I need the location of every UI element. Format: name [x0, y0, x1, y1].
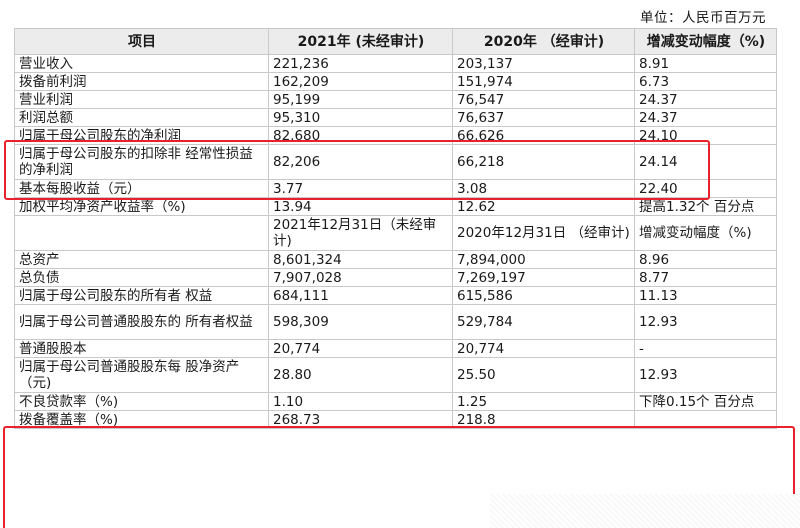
value-2021: 684,111	[268, 286, 453, 305]
value-change: 11.13	[634, 286, 777, 305]
table-row: 拨备覆盖率（%) 268.73 218.8	[14, 410, 777, 429]
obscured-region	[490, 494, 800, 528]
value-2021: 162,209	[268, 72, 453, 91]
row-label: 归属于母公司普通股股东每 股净资产（元)	[14, 357, 269, 393]
header-2021: 2021年 (未经审计)	[268, 28, 453, 55]
table-subheader-row: 2021年12月31日（未经审计) 2020年12月31日 （经审计) 增减变动…	[14, 215, 777, 251]
row-label: 归属于母公司股东的所有者 权益	[14, 286, 269, 305]
table-row: 归属于母公司股东的扣除非 经常性损益的净利润 82,206 66,218 24.…	[14, 144, 777, 180]
row-label: 不良贷款率（%)	[14, 392, 269, 411]
row-label: 归属于母公司股东的扣除非 经常性损益的净利润	[14, 144, 269, 180]
value-2020: 7,894,000	[452, 250, 635, 269]
value-change: 提高1.32个 百分点	[634, 197, 777, 216]
header-2020: 2020年 （经审计)	[452, 28, 635, 55]
row-label: 拨备前利润	[14, 72, 269, 91]
table-row: 拨备前利润 162,209 151,974 6.73	[14, 72, 777, 91]
value-2020: 615,586	[452, 286, 635, 305]
table-row: 归属于母公司股东的所有者 权益 684,111 615,586 11.13	[14, 286, 777, 305]
value-2021: 20,774	[268, 339, 453, 358]
table-header-row: 项目 2021年 (未经审计) 2020年 （经审计) 增减变动幅度（%)	[14, 28, 777, 55]
table-row: 营业收入 221,236 203,137 8.91	[14, 54, 777, 73]
table-row: 加权平均净资产收益率（%) 13.94 12.62 提高1.32个 百分点	[14, 197, 777, 216]
value-change: 24.37	[634, 108, 777, 127]
subheader-2020: 2020年12月31日 （经审计)	[452, 215, 635, 251]
financial-summary-table: 项目 2021年 (未经审计) 2020年 （经审计) 增减变动幅度（%) 营业…	[14, 28, 777, 429]
value-2021: 1.10	[268, 392, 453, 411]
value-2020: 1.25	[452, 392, 635, 411]
table-row: 总负债 7,907,028 7,269,197 8.77	[14, 268, 777, 287]
value-2021: 3.77	[268, 179, 453, 198]
value-change: 6.73	[634, 72, 777, 91]
row-label: 营业收入	[14, 54, 269, 73]
value-change: -	[634, 339, 777, 358]
table-row: 归属于母公司股东的净利润 82,680 66,626 24.10	[14, 126, 777, 145]
row-label: 利润总额	[14, 108, 269, 127]
table-row: 总资产 8,601,324 7,894,000 8.96	[14, 250, 777, 269]
row-label: 归属于母公司股东的净利润	[14, 126, 269, 145]
table-row: 利润总额 95,310 76,637 24.37	[14, 108, 777, 127]
value-change: 24.37	[634, 90, 777, 109]
value-2020: 203,137	[452, 54, 635, 73]
row-label: 加权平均净资产收益率（%)	[14, 197, 269, 216]
value-2020: 7,269,197	[452, 268, 635, 287]
value-2020: 218.8	[452, 410, 635, 429]
value-2021: 7,907,028	[268, 268, 453, 287]
table-row: 营业利润 95,199 76,547 24.37	[14, 90, 777, 109]
value-2021: 268.73	[268, 410, 453, 429]
value-change: 22.40	[634, 179, 777, 198]
row-label: 普通股股本	[14, 339, 269, 358]
header-change: 增减变动幅度（%)	[634, 28, 777, 55]
value-change: 24.10	[634, 126, 777, 145]
value-2020: 66,218	[452, 144, 635, 180]
value-2021: 95,310	[268, 108, 453, 127]
subheader-empty	[14, 215, 269, 251]
row-label: 营业利润	[14, 90, 269, 109]
value-change: 8.91	[634, 54, 777, 73]
table-row: 不良贷款率（%) 1.10 1.25 下降0.15个 百分点	[14, 392, 777, 411]
row-label: 基本每股收益（元）	[14, 179, 269, 198]
value-2021: 13.94	[268, 197, 453, 216]
value-2021: 8,601,324	[268, 250, 453, 269]
value-2020: 66,626	[452, 126, 635, 145]
header-item: 项目	[14, 28, 269, 55]
value-2020: 529,784	[452, 304, 635, 340]
row-label: 总资产	[14, 250, 269, 269]
table-row: 普通股股本 20,774 20,774 -	[14, 339, 777, 358]
value-2020: 25.50	[452, 357, 635, 393]
table-row: 归属于母公司普通股股东每 股净资产（元) 28.80 25.50 12.93	[14, 357, 777, 393]
value-2020: 20,774	[452, 339, 635, 358]
value-2021: 28.80	[268, 357, 453, 393]
value-change: 24.14	[634, 144, 777, 180]
value-change: 下降0.15个 百分点	[634, 392, 777, 411]
value-2020: 151,974	[452, 72, 635, 91]
value-2021: 221,236	[268, 54, 453, 73]
value-change: 8.77	[634, 268, 777, 287]
value-2021: 598,309	[268, 304, 453, 340]
value-change	[634, 410, 777, 429]
value-2020: 12.62	[452, 197, 635, 216]
value-change: 12.93	[634, 304, 777, 340]
subheader-2021: 2021年12月31日（未经审计)	[268, 215, 453, 251]
value-change: 12.93	[634, 357, 777, 393]
row-label: 归属于母公司普通股股东的 所有者权益	[14, 304, 269, 340]
value-2021: 95,199	[268, 90, 453, 109]
value-2020: 3.08	[452, 179, 635, 198]
subheader-change: 增减变动幅度（%)	[634, 215, 777, 251]
row-label: 拨备覆盖率（%)	[14, 410, 269, 429]
value-2020: 76,637	[452, 108, 635, 127]
unit-label: 单位：人民币百万元	[640, 10, 766, 26]
value-2021: 82,680	[268, 126, 453, 145]
value-2020: 76,547	[452, 90, 635, 109]
value-change: 8.96	[634, 250, 777, 269]
row-label: 总负债	[14, 268, 269, 287]
table-row: 基本每股收益（元） 3.77 3.08 22.40	[14, 179, 777, 198]
value-2021: 82,206	[268, 144, 453, 180]
table-row: 归属于母公司普通股股东的 所有者权益 598,309 529,784 12.93	[14, 304, 777, 340]
